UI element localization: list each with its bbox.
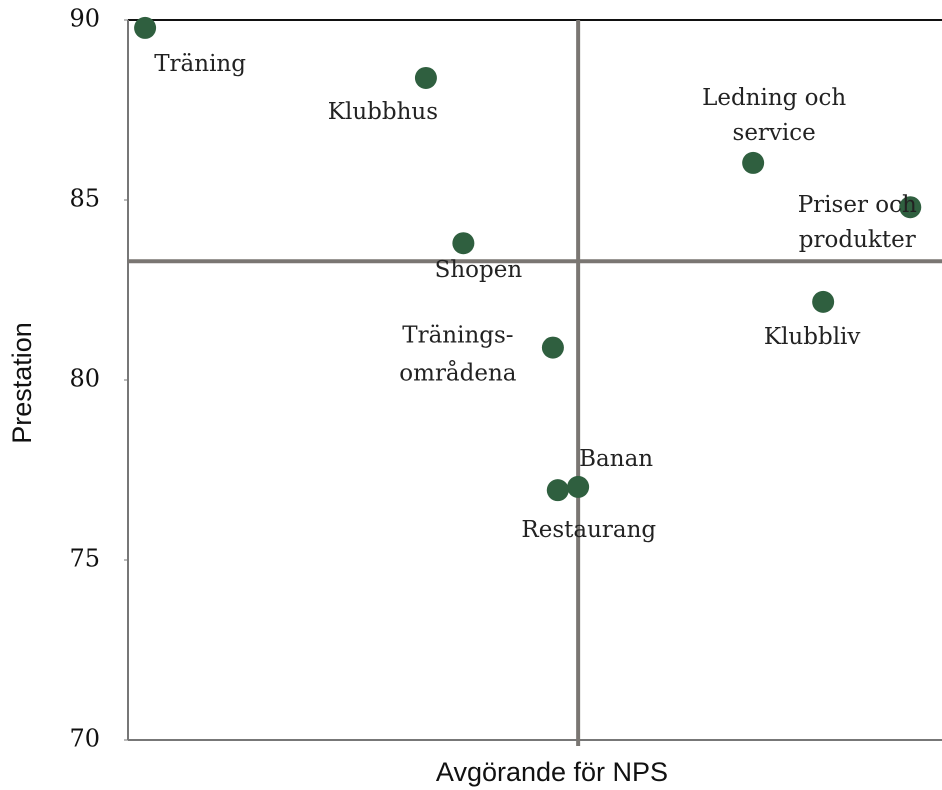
point bbox=[742, 151, 765, 174]
point-label: Träning bbox=[154, 51, 246, 77]
point-label: Shopen bbox=[435, 257, 523, 283]
y-tick-label: 85 bbox=[69, 185, 100, 213]
point-label: Klubbliv bbox=[764, 324, 861, 350]
x-axis-title: Avgörande för NPS bbox=[436, 757, 668, 787]
point-label: service bbox=[733, 120, 816, 146]
point bbox=[452, 232, 475, 255]
point-label: produkter bbox=[799, 227, 916, 253]
y-tick-label: 90 bbox=[69, 5, 100, 33]
point-label: Priser och bbox=[798, 192, 917, 218]
y-axis-title: Prestation bbox=[7, 322, 37, 444]
point bbox=[541, 336, 564, 359]
y-tick-label: 70 bbox=[69, 725, 100, 753]
point bbox=[899, 196, 922, 219]
point-label: Banan bbox=[579, 446, 653, 472]
point bbox=[567, 475, 590, 498]
point bbox=[546, 479, 569, 502]
point-label: Klubbhus bbox=[328, 99, 438, 125]
point bbox=[812, 290, 835, 313]
point-label: Restaurang bbox=[521, 517, 656, 543]
y-tick-label: 75 bbox=[69, 545, 100, 573]
y-tick-label: 80 bbox=[69, 365, 100, 393]
point-label: Ledning och bbox=[702, 85, 846, 111]
point bbox=[414, 66, 437, 89]
point-label: områdena bbox=[399, 360, 517, 387]
point bbox=[134, 16, 157, 39]
point-label: Tränings- bbox=[402, 323, 513, 349]
